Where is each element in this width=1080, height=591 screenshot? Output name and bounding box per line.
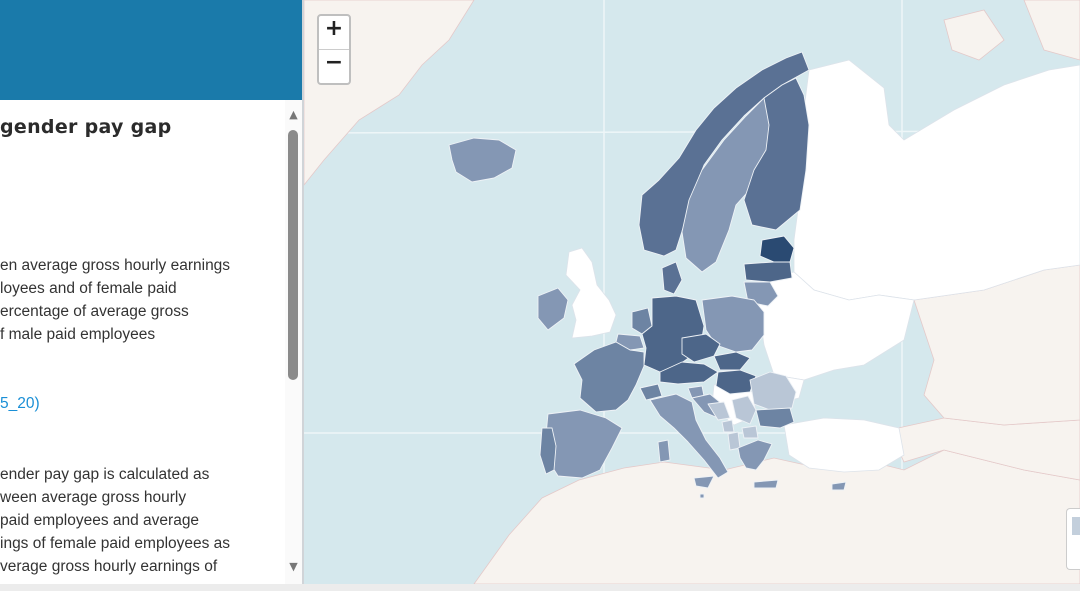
non-europe-land — [304, 0, 1080, 584]
country-switzerland[interactable] — [639, 383, 663, 401]
country-latvia[interactable] — [743, 261, 793, 283]
map-area[interactable]: + − — [304, 0, 1080, 584]
definition-line: f male paid employees — [0, 326, 156, 343]
zoom-control: + − — [317, 14, 351, 85]
side-panel: gender pay gap en average gross hourly e… — [0, 0, 302, 591]
arctic-island-land — [943, 9, 1005, 61]
indicator-title: gender pay gap — [0, 116, 172, 138]
country-italy[interactable] — [649, 393, 729, 479]
calculation-line: ender pay gap is calculated as — [0, 466, 210, 483]
country-montenegro[interactable] — [721, 419, 735, 433]
country-denmark[interactable] — [661, 261, 683, 295]
country-layer[interactable] — [448, 51, 847, 499]
country-finland[interactable] — [743, 77, 810, 231]
calculation-line: paid employees and average — [0, 512, 200, 529]
zoom-out-button[interactable]: − — [324, 50, 344, 75]
definition-line: ercentage of average gross — [0, 303, 189, 320]
country-sardinia[interactable] — [657, 439, 671, 463]
country-bosnia[interactable] — [707, 401, 731, 421]
country-serbia[interactable] — [731, 395, 757, 425]
calculation-line: verage gross hourly earnings of — [0, 558, 218, 575]
panel-scrollbar[interactable]: ▲ ▼ — [285, 100, 302, 591]
legend-swatch — [1072, 517, 1080, 535]
calculation-line: ween average gross hourly — [0, 489, 187, 506]
country-ireland[interactable] — [537, 287, 569, 331]
country-bulgaria[interactable] — [755, 407, 795, 429]
russia-land — [793, 59, 1080, 301]
no-data-land — [565, 59, 1080, 473]
country-slovakia[interactable] — [713, 351, 751, 371]
country-greece[interactable] — [737, 439, 773, 471]
europe-map[interactable] — [304, 0, 1080, 584]
panel-content: gender pay gap en average gross hourly e… — [0, 100, 285, 591]
panel-header-bar — [0, 0, 302, 100]
scroll-up-arrow-icon[interactable]: ▲ — [289, 108, 298, 121]
bottom-strip — [0, 584, 1080, 591]
country-romania[interactable] — [749, 371, 797, 411]
country-iceland[interactable] — [448, 137, 517, 183]
uk-land — [565, 247, 617, 339]
country-portugal[interactable] — [539, 427, 557, 475]
country-france[interactable] — [573, 341, 645, 413]
belarus-ukraine-land — [758, 271, 915, 381]
country-crete[interactable] — [753, 479, 779, 489]
turkey-land — [783, 417, 905, 473]
calculation-line: ings of female paid employees as — [0, 535, 231, 552]
definition-text: en average gross hourly earnings loyees … — [0, 254, 230, 346]
country-cyprus[interactable] — [831, 481, 847, 491]
country-sicily[interactable] — [693, 475, 715, 489]
zoom-in-button[interactable]: + — [319, 16, 349, 50]
country-malta[interactable] — [699, 493, 705, 499]
country-austria[interactable] — [659, 361, 719, 385]
country-north-macedonia[interactable] — [741, 425, 759, 439]
dataset-code-link[interactable]: 5_20) — [0, 395, 40, 412]
country-albania[interactable] — [727, 431, 741, 451]
calculation-text: ender pay gap is calculated as ween aver… — [0, 463, 230, 578]
scroll-down-arrow-icon[interactable]: ▼ — [289, 560, 298, 573]
definition-line: en average gross hourly earnings — [0, 257, 231, 274]
arctic-island-land — [1023, 0, 1080, 61]
legend-panel-edge[interactable] — [1066, 508, 1080, 570]
country-hungary[interactable] — [715, 369, 757, 395]
definition-line: loyees and of female paid — [0, 280, 177, 297]
panel-divider — [302, 0, 304, 591]
scrollbar-thumb[interactable] — [288, 130, 298, 380]
